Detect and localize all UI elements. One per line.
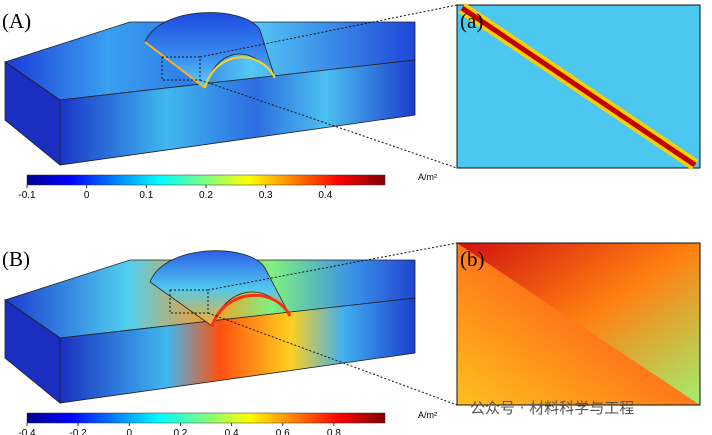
watermark: 公众号 · 材料科学与工程: [470, 399, 634, 417]
zoom-box: [169, 289, 209, 314]
colorbar: -0.1 0 0.1 0.2 0.3 0.4 A/m²: [18, 172, 437, 201]
colorbar-ramp: [26, 412, 386, 424]
weld-bead: [144, 12, 276, 89]
colorbar-tick-label: 0.2: [199, 190, 213, 201]
inset-frame: [456, 242, 701, 406]
fusion-line: [210, 293, 292, 327]
colorbar-tick-label: 0.3: [259, 190, 273, 201]
weld-bead: [149, 250, 291, 327]
colorbar-unit: A/m²: [418, 172, 437, 182]
colorbar-tick-label: 0.2: [173, 428, 187, 435]
panel-a: (A) (a) -0.1 0 0.1 0.2 0.3 0.4 A/m²: [2, 3, 701, 201]
panel-label: (B): [2, 247, 30, 271]
colorbar-tick-label: -0.4: [18, 428, 36, 435]
colorbar-tick-label: 0.1: [139, 190, 153, 201]
colorbar-tick-label: 0.4: [225, 428, 239, 435]
inset-label: (a): [460, 9, 483, 33]
colorbar-tick-label: 0: [127, 428, 133, 435]
inset-band: [460, 5, 697, 168]
fusion-line: [204, 56, 276, 89]
zoom-line: [207, 312, 458, 406]
zoom-box: [161, 56, 201, 81]
colorbar-tick-label: 0: [84, 190, 90, 201]
panel-label: (A): [2, 9, 31, 33]
block-front: [59, 297, 416, 404]
zoom-line: [199, 79, 458, 169]
colorbar-tick-label: 0.6: [276, 428, 290, 435]
panel-b: (B) (b) -0.4 -0.2 0 0.2 0.4 0.6 0.8 A/m²: [2, 242, 701, 435]
inset-region: [457, 243, 700, 405]
colorbar-tick-label: 0.4: [318, 190, 332, 201]
colorbar-ramp: [26, 174, 386, 186]
colorbar: -0.4 -0.2 0 0.2 0.4 0.6 0.8 A/m²: [18, 410, 437, 435]
colorbar-unit: A/m²: [418, 410, 437, 420]
colorbar-tick-label: -0.2: [70, 428, 88, 435]
inset-label: (b): [460, 247, 485, 271]
colorbar-tick-label: -0.1: [18, 190, 36, 201]
colorbar-tick-label: 0.8: [327, 428, 341, 435]
block-front: [59, 59, 416, 166]
